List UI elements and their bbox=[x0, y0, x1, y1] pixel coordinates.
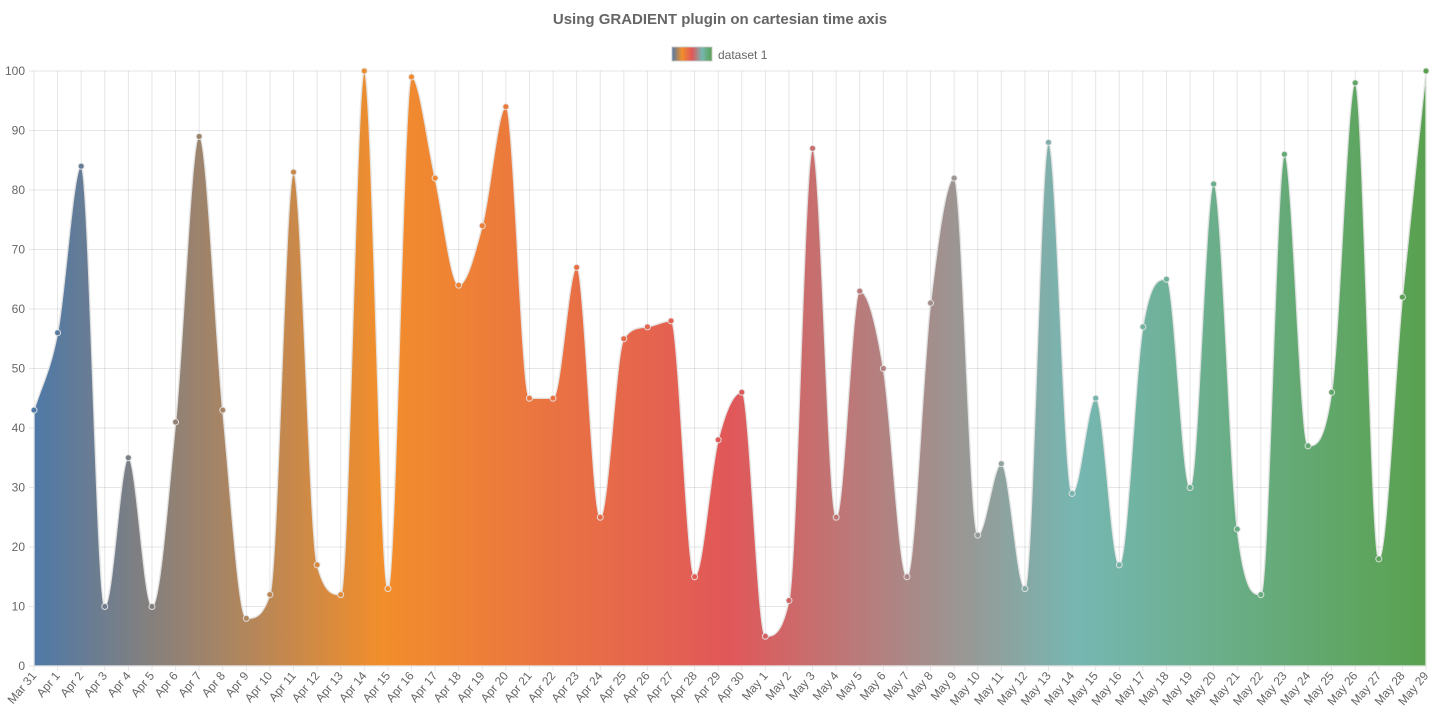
data-point[interactable] bbox=[1162, 275, 1170, 283]
data-point[interactable] bbox=[667, 317, 675, 325]
data-point[interactable] bbox=[1045, 138, 1053, 146]
y-tick-label: 100 bbox=[5, 64, 25, 78]
series-dataset-1 bbox=[30, 67, 1430, 667]
data-point[interactable] bbox=[360, 67, 368, 75]
data-point[interactable] bbox=[431, 174, 439, 182]
data-point[interactable] bbox=[407, 73, 415, 81]
data-point[interactable] bbox=[1422, 67, 1430, 75]
data-point[interactable] bbox=[172, 418, 180, 426]
area-fill-dataset-1 bbox=[33, 70, 1427, 667]
data-point[interactable] bbox=[1304, 442, 1312, 450]
data-point[interactable] bbox=[30, 406, 38, 414]
data-point[interactable] bbox=[242, 614, 250, 622]
y-tick-label: 0 bbox=[18, 659, 25, 673]
data-point[interactable] bbox=[714, 436, 722, 444]
data-point[interactable] bbox=[1257, 591, 1265, 599]
data-point[interactable] bbox=[549, 394, 557, 402]
y-tick-label: 90 bbox=[12, 124, 26, 138]
data-point[interactable] bbox=[337, 591, 345, 599]
data-point[interactable] bbox=[290, 168, 298, 176]
data-point[interactable] bbox=[691, 573, 699, 581]
data-point[interactable] bbox=[77, 162, 85, 170]
x-tick-label: Apr 6 bbox=[152, 669, 181, 700]
data-point[interactable] bbox=[478, 222, 486, 230]
x-tick-label: Apr 1 bbox=[34, 669, 63, 700]
data-point[interactable] bbox=[1398, 293, 1406, 301]
data-point[interactable] bbox=[1210, 180, 1218, 188]
data-point[interactable] bbox=[1280, 150, 1288, 158]
x-tick-label: Apr 4 bbox=[105, 669, 134, 700]
legend[interactable]: dataset 1 bbox=[671, 46, 768, 62]
y-tick-label: 50 bbox=[12, 362, 26, 376]
data-point[interactable] bbox=[1375, 555, 1383, 563]
legend-swatch[interactable] bbox=[671, 46, 713, 62]
data-point[interactable] bbox=[643, 323, 651, 331]
data-point[interactable] bbox=[384, 585, 392, 593]
data-point[interactable] bbox=[195, 132, 203, 140]
x-tick-label: Mar 31 bbox=[5, 669, 40, 707]
data-point[interactable] bbox=[1351, 79, 1359, 87]
data-point[interactable] bbox=[620, 335, 628, 343]
data-point[interactable] bbox=[1328, 388, 1336, 396]
data-point[interactable] bbox=[219, 406, 227, 414]
data-point[interactable] bbox=[266, 591, 274, 599]
data-point[interactable] bbox=[455, 281, 463, 289]
data-point[interactable] bbox=[1068, 489, 1076, 497]
y-tick-label: 40 bbox=[12, 421, 26, 435]
y-tick-label: 30 bbox=[12, 481, 26, 495]
x-tick-label: Apr 5 bbox=[128, 669, 157, 700]
data-point[interactable] bbox=[1115, 561, 1123, 569]
data-point[interactable] bbox=[148, 603, 156, 610]
legend-label[interactable]: dataset 1 bbox=[718, 48, 768, 62]
y-tick-label: 70 bbox=[12, 243, 26, 257]
data-point[interactable] bbox=[502, 103, 510, 111]
data-point[interactable] bbox=[1186, 484, 1194, 491]
y-tick-label: 80 bbox=[12, 183, 26, 197]
data-point[interactable] bbox=[927, 299, 935, 307]
data-point[interactable] bbox=[856, 287, 864, 295]
y-tick-label: 60 bbox=[12, 302, 26, 316]
y-tick-label: 20 bbox=[12, 540, 26, 554]
y-tick-label: 10 bbox=[12, 600, 26, 614]
data-point[interactable] bbox=[313, 561, 321, 569]
data-point[interactable] bbox=[997, 460, 1005, 468]
data-point[interactable] bbox=[1139, 323, 1147, 331]
data-point[interactable] bbox=[573, 263, 581, 271]
x-tick-label: Apr 3 bbox=[81, 669, 110, 700]
data-point[interactable] bbox=[785, 597, 793, 605]
data-point[interactable] bbox=[974, 531, 982, 539]
data-point[interactable] bbox=[525, 394, 533, 402]
data-point[interactable] bbox=[809, 144, 817, 152]
x-tick-label: Apr 8 bbox=[199, 669, 228, 700]
data-point[interactable] bbox=[54, 329, 62, 337]
data-point[interactable] bbox=[738, 388, 746, 396]
data-point[interactable] bbox=[101, 603, 109, 610]
data-point[interactable] bbox=[1021, 585, 1029, 593]
data-point[interactable] bbox=[950, 174, 958, 182]
x-tick-label: Apr 2 bbox=[57, 669, 86, 700]
data-point[interactable] bbox=[832, 513, 840, 521]
data-point[interactable] bbox=[761, 632, 769, 640]
data-point[interactable] bbox=[1233, 525, 1241, 533]
chart-title: Using GRADIENT plugin on cartesian time … bbox=[553, 11, 887, 28]
x-tick-label: Apr 7 bbox=[175, 669, 204, 700]
data-point[interactable] bbox=[1092, 394, 1100, 402]
data-point[interactable] bbox=[596, 513, 604, 521]
data-point[interactable] bbox=[879, 365, 887, 372]
data-point[interactable] bbox=[903, 573, 911, 581]
y-axis: 0 10 20 30 40 50 60 70 80 90 100 bbox=[5, 64, 25, 673]
data-point[interactable] bbox=[124, 454, 132, 462]
